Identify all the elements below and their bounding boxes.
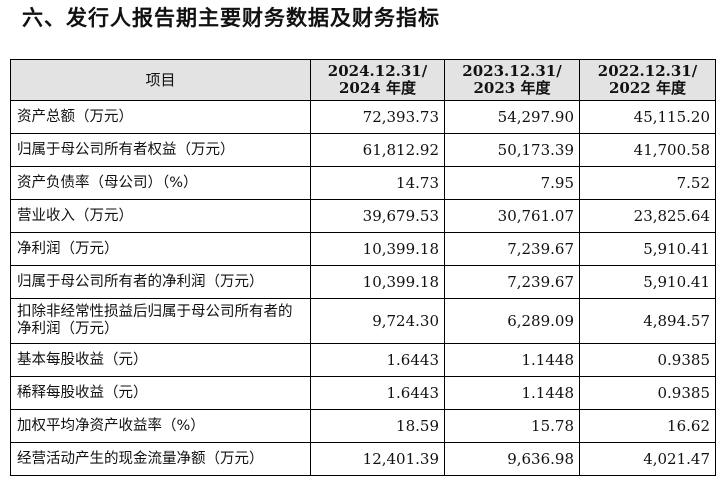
table-row: 净利润（万元） 10,399.18 7,239.67 5,910.41 <box>10 232 716 266</box>
cell-value: 23,825.64 <box>579 199 716 233</box>
row-label: 归属于母公司所有者权益（万元） <box>10 133 311 167</box>
cell-value: 0.9385 <box>579 376 716 410</box>
table-row: 经营活动产生的现金流量净额（万元） 12,401.39 9,636.98 4,0… <box>10 442 716 476</box>
cell-value: 15.78 <box>444 409 580 443</box>
table-row: 稀释每股收益（元） 1.6443 1.1448 0.9385 <box>10 376 716 410</box>
cell-value: 7.52 <box>579 166 716 200</box>
cell-value: 1.6443 <box>310 376 445 410</box>
cell-value: 9,636.98 <box>444 442 580 476</box>
row-label: 净利润（万元） <box>10 232 311 266</box>
cell-value: 5,910.41 <box>579 232 716 266</box>
row-label: 稀释每股收益（元） <box>10 376 311 410</box>
cell-value: 41,700.58 <box>579 133 716 167</box>
cell-value: 14.73 <box>310 166 445 200</box>
cell-value: 18.59 <box>310 409 445 443</box>
table-row: 营业收入（万元） 39,679.53 30,761.07 23,825.64 <box>10 199 716 233</box>
section-heading: 六、发行人报告期主要财务数据及财务指标 <box>22 6 440 30</box>
row-label: 扣除非经常性损益后归属于母公司所有者的净利润（万元） <box>10 298 311 344</box>
header-item: 项目 <box>10 59 311 101</box>
cell-value: 30,761.07 <box>444 199 580 233</box>
table-row: 归属于母公司所有者权益（万元） 61,812.92 50,173.39 41,7… <box>10 133 716 167</box>
row-label: 加权平均净资产收益率（%） <box>10 409 311 443</box>
table-row: 资产总额（万元） 72,393.73 54,297.90 45,115.20 <box>10 100 716 134</box>
header-period-2023: 2023.12.31/2023 年度 <box>444 59 580 101</box>
row-label: 营业收入（万元） <box>10 199 311 233</box>
row-label: 资产负债率（母公司）（%） <box>10 166 311 200</box>
cell-value: 7,239.67 <box>444 265 580 299</box>
cell-value: 1.1448 <box>444 343 580 377</box>
cell-value: 54,297.90 <box>444 100 580 134</box>
cell-value: 16.62 <box>579 409 716 443</box>
cell-value: 61,812.92 <box>310 133 445 167</box>
cell-value: 72,393.73 <box>310 100 445 134</box>
table-row: 加权平均净资产收益率（%） 18.59 15.78 16.62 <box>10 409 716 443</box>
financial-data-table: 项目 2024.12.31/2024 年度 2023.12.31/2023 年度… <box>10 59 716 476</box>
cell-value: 50,173.39 <box>444 133 580 167</box>
cell-value: 45,115.20 <box>579 100 716 134</box>
header-period-2022: 2022.12.31/2022 年度 <box>579 59 716 101</box>
table-header-row: 项目 2024.12.31/2024 年度 2023.12.31/2023 年度… <box>10 59 716 101</box>
row-label: 归属于母公司所有者的净利润（万元） <box>10 265 311 299</box>
table-row: 基本每股收益（元） 1.6443 1.1448 0.9385 <box>10 343 716 377</box>
row-label: 经营活动产生的现金流量净额（万元） <box>10 442 311 476</box>
cell-value: 1.6443 <box>310 343 445 377</box>
cell-value: 7,239.67 <box>444 232 580 266</box>
header-period-2024: 2024.12.31/2024 年度 <box>310 59 445 101</box>
cell-value: 4,021.47 <box>579 442 716 476</box>
cell-value: 0.9385 <box>579 343 716 377</box>
cell-value: 12,401.39 <box>310 442 445 476</box>
row-label: 基本每股收益（元） <box>10 343 311 377</box>
table-row: 归属于母公司所有者的净利润（万元） 10,399.18 7,239.67 5,9… <box>10 265 716 299</box>
table-row: 扣除非经常性损益后归属于母公司所有者的净利润（万元） 9,724.30 6,28… <box>10 298 716 344</box>
cell-value: 1.1448 <box>444 376 580 410</box>
cell-value: 7.95 <box>444 166 580 200</box>
cell-value: 10,399.18 <box>310 265 445 299</box>
cell-value: 39,679.53 <box>310 199 445 233</box>
row-label: 资产总额（万元） <box>10 100 311 134</box>
cell-value: 10,399.18 <box>310 232 445 266</box>
cell-value: 6,289.09 <box>444 298 580 344</box>
cell-value: 9,724.30 <box>310 298 445 344</box>
cell-value: 4,894.57 <box>579 298 716 344</box>
cell-value: 5,910.41 <box>579 265 716 299</box>
table-row: 资产负债率（母公司）（%） 14.73 7.95 7.52 <box>10 166 716 200</box>
